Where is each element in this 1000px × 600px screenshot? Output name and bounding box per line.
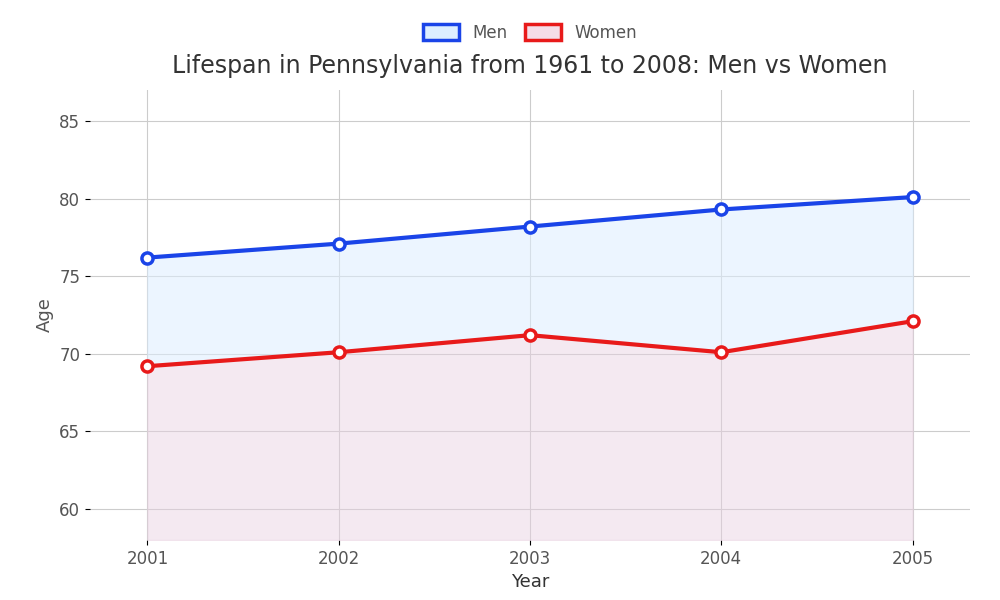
Legend: Men, Women: Men, Women bbox=[416, 17, 644, 49]
Title: Lifespan in Pennsylvania from 1961 to 2008: Men vs Women: Lifespan in Pennsylvania from 1961 to 20… bbox=[172, 55, 888, 79]
Y-axis label: Age: Age bbox=[36, 298, 54, 332]
X-axis label: Year: Year bbox=[511, 573, 549, 591]
